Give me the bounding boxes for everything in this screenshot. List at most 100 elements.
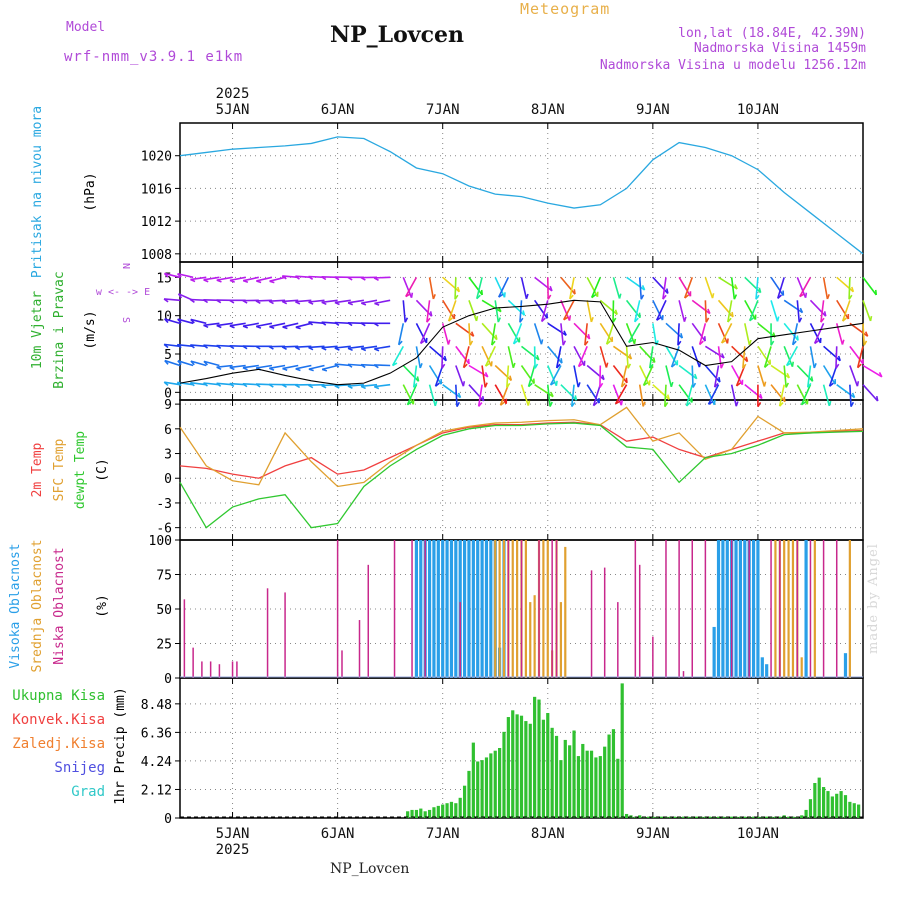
wind-arrow: [744, 299, 757, 320]
wind-arrow: [785, 345, 799, 366]
y-tick-label: 0: [164, 812, 172, 827]
wind-arrow: [361, 299, 378, 304]
wind-arrow-head: [398, 340, 403, 346]
legend-snow: Snijeg: [54, 760, 105, 776]
wind-arrow: [374, 364, 391, 367]
precip-total-bar: [476, 761, 480, 818]
cloud-low-bar: [590, 570, 593, 678]
wind-arrow: [242, 276, 259, 282]
wind-arrow-head: [851, 286, 855, 293]
wind-arrow: [428, 277, 435, 300]
wind-arrow: [856, 346, 864, 368]
wind-arrow-head: [550, 391, 554, 397]
wind-arrow-head: [203, 279, 209, 283]
wind-arrow: [203, 360, 220, 367]
wind-arrow: [481, 345, 493, 367]
precip-total-bar: [708, 816, 712, 818]
wind-arrow-head: [506, 382, 511, 388]
wind-arrow: [229, 276, 246, 282]
wind-arrow-head: [163, 272, 169, 278]
wind-arrow-head: [592, 401, 598, 407]
wind-arrow: [704, 384, 716, 406]
wind-arrow-head: [308, 368, 314, 372]
wind-arrow: [429, 345, 447, 362]
wind-arrow-head: [229, 366, 235, 371]
legend-total-rain: Ukupna Kisa: [12, 688, 105, 704]
wind-arrow-head: [281, 383, 287, 388]
wind-arrow-head: [216, 344, 222, 349]
wind-arrow-head: [578, 363, 584, 368]
wind-arrow: [848, 277, 851, 300]
wind-arrow: [484, 345, 496, 367]
cloud-high-bar: [765, 664, 769, 678]
wind-arrow-head: [720, 363, 724, 369]
wind-arrow: [269, 299, 286, 302]
wind-arrow-head: [190, 318, 195, 324]
precip-total-bar: [419, 808, 423, 818]
wind-arrow-head: [321, 384, 327, 389]
wind-arrow-head: [347, 302, 354, 306]
wind-arrow: [639, 345, 656, 363]
cloud-mid-bar: [783, 540, 786, 678]
wind-arrow-head: [456, 401, 461, 408]
cloud-low-bar: [678, 540, 680, 678]
wind-arrow: [321, 345, 338, 349]
cloud-mid-bar: [559, 602, 563, 678]
wind-arrow-head: [837, 355, 841, 362]
cloud-low-bar: [555, 540, 558, 678]
cloud-mid-bar: [791, 540, 795, 678]
wind-arrow: [442, 276, 460, 293]
bottom-day-label: 10JAN: [737, 826, 779, 842]
cloud-low-bar: [665, 540, 667, 678]
y-tick-label: 0: [164, 472, 172, 487]
wind-arrow-head: [848, 294, 853, 300]
cloud-low-bar: [835, 540, 838, 678]
precip-total-bar: [660, 816, 664, 818]
wind-arrow-head: [547, 294, 552, 300]
wind-arrow: [374, 276, 391, 279]
wind-arrow: [481, 299, 502, 313]
wind-arrow-head: [528, 382, 533, 388]
wind-arrow-head: [878, 372, 883, 378]
wind-arrow-head: [666, 288, 669, 294]
wind-arrow: [468, 323, 471, 346]
cloud-low-bar: [638, 564, 641, 678]
dewpt-temp-title: dewpt Temp: [73, 431, 88, 509]
wind-arrow: [242, 322, 259, 327]
wind-arrow: [720, 322, 733, 344]
cloud-high-bar: [843, 653, 848, 678]
bottom-day-label: 5JAN: [216, 826, 250, 842]
wind-arrow-head: [571, 402, 576, 408]
wind-arrow: [778, 384, 785, 407]
station-coordinates: lon,lat (18.84E, 42.39N): [678, 26, 866, 41]
wind-arrow: [763, 346, 772, 368]
precip-total-bar: [778, 816, 782, 818]
wind-arrow: [730, 277, 736, 300]
wind-arrow-head: [726, 338, 729, 344]
cloud-high-bar: [462, 540, 467, 678]
wind-arrow: [520, 277, 528, 299]
cloud-high-bar: [436, 540, 440, 678]
wind-arrow-head: [549, 285, 553, 292]
cloud-low-title: Niska Oblacnost: [52, 547, 67, 664]
wind-arrow: [402, 300, 407, 323]
cloud-high-bar: [484, 540, 489, 678]
wind-arrow-head: [642, 401, 646, 407]
wind-arrow-head: [481, 395, 485, 402]
wind-arrow-head: [454, 294, 459, 300]
wind-arrow: [402, 384, 414, 405]
y-tick-label: 1012: [141, 215, 172, 230]
precip-total-bar: [620, 683, 624, 818]
wind-arrow: [468, 384, 485, 402]
y-tick-label: 4.24: [141, 755, 172, 770]
cloud-high-bar: [712, 626, 716, 678]
wind-arrow-head: [759, 393, 763, 399]
precip-total-bar: [638, 815, 642, 818]
cloud-low-bar: [691, 540, 693, 678]
cloud-low-bar: [231, 661, 234, 678]
wind-arrow-head: [814, 339, 820, 345]
wind-arrow: [361, 383, 378, 388]
wind-arrow: [718, 276, 738, 290]
wind-arrow: [499, 384, 510, 406]
wind-arrow: [665, 365, 673, 388]
